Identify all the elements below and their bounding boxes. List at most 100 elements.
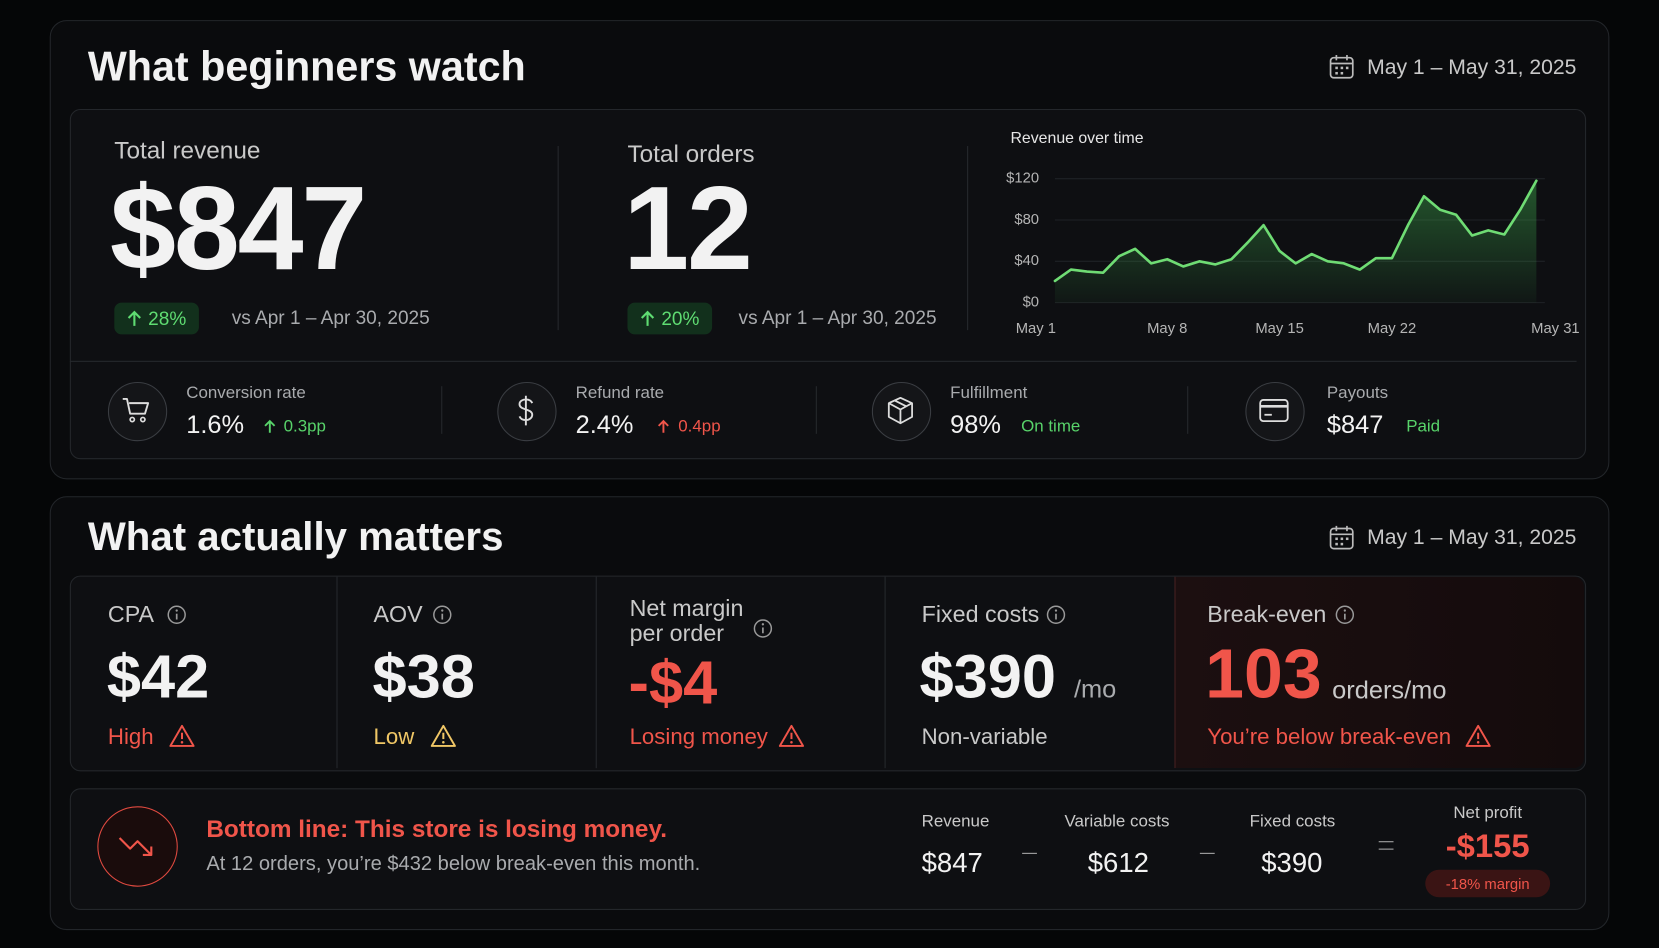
warning-icon	[1465, 724, 1491, 747]
info-icon	[433, 605, 452, 624]
divider	[441, 386, 443, 434]
card-status: Non-variable	[921, 724, 1048, 750]
card-value: 103	[1205, 633, 1322, 713]
result-label: Net profit	[1453, 804, 1523, 823]
up-arrow	[657, 419, 669, 433]
result-value: -$155	[1445, 827, 1530, 865]
metric-label: Conversion rate	[186, 384, 306, 403]
card-label: AOV	[373, 601, 423, 628]
item-label: Fixed costs	[1249, 812, 1336, 831]
box-icon	[887, 396, 913, 425]
metric-change: 0.4pp	[678, 417, 721, 436]
compare-text: vs Apr 1 – Apr 30, 2025	[738, 306, 937, 329]
minus-sign	[1022, 852, 1037, 854]
kpi-value: $847	[110, 161, 367, 295]
kpi-value: 12	[623, 161, 753, 295]
card-status: You’re below break-even	[1207, 724, 1452, 750]
result-note: -18% margin	[1425, 869, 1551, 898]
item-label: Revenue	[921, 812, 990, 831]
change-value: 28%	[148, 307, 187, 330]
card-status: Low	[373, 724, 415, 750]
up-arrow	[640, 310, 655, 326]
bottom-line-panel	[69, 788, 1587, 910]
bottom-line-detail: At 12 orders, you’re $432 below break-ev…	[206, 852, 701, 876]
metric-label: Fulfillment	[950, 384, 1028, 403]
up-arrow	[264, 419, 276, 433]
info-icon	[1046, 605, 1066, 624]
y-tick-label: $80	[1014, 212, 1039, 228]
revenue-chart: Revenue over time $0 $40 $80 $120 May 1 May 8…	[1006, 130, 1580, 337]
metric-status: Paid	[1406, 417, 1441, 436]
change-pill: 28%	[114, 302, 199, 335]
icon-circle	[497, 381, 557, 442]
item-value: $612	[1087, 846, 1149, 879]
divider	[69, 360, 1577, 362]
metric-status: On time	[1021, 417, 1081, 436]
card-value: $42	[106, 642, 210, 712]
change-pill: 20%	[627, 302, 713, 335]
card-unit: orders/mo	[1332, 676, 1447, 705]
card-value: -$4	[628, 648, 718, 718]
divider	[884, 576, 886, 769]
divider	[1187, 386, 1189, 434]
section-title: What beginners watch	[87, 44, 526, 90]
equals-sign	[1378, 841, 1394, 843]
card-status: Losing money	[629, 724, 768, 750]
warning-icon	[778, 724, 805, 747]
cart-icon	[122, 397, 150, 423]
change-value: 20%	[661, 307, 700, 330]
divider	[336, 576, 338, 769]
chart-title: Revenue over time	[1010, 130, 1143, 147]
trend-circle	[97, 806, 178, 887]
icon-circle	[871, 381, 932, 442]
card-label: Break-even	[1207, 601, 1327, 628]
minus-sign	[1199, 852, 1215, 854]
kpi-label: Total revenue	[114, 136, 261, 165]
bottom-line-headline: Bottom line: This store is losing money.	[206, 814, 667, 843]
compare-text: vs Apr 1 – Apr 30, 2025	[231, 306, 430, 329]
dollar-icon	[518, 395, 534, 426]
trend-down-icon	[118, 837, 153, 857]
icon-circle	[107, 381, 168, 442]
y-tick-label: $120	[1006, 171, 1039, 187]
card-value: $390	[919, 642, 1057, 712]
divider	[595, 576, 597, 769]
calendar-icon	[1329, 55, 1354, 79]
x-tick-label: May 15	[1255, 321, 1304, 337]
item-value: $390	[1261, 846, 1323, 879]
calendar-icon	[1329, 525, 1354, 550]
divider	[967, 146, 969, 331]
x-tick-label: May 31	[1531, 321, 1580, 337]
metric-value: 2.4%	[575, 410, 634, 440]
kpi-label: Total orders	[627, 139, 755, 168]
metric-label: Refund rate	[575, 384, 665, 403]
warning-icon	[169, 724, 195, 747]
info-icon	[167, 605, 186, 624]
area	[1054, 180, 1537, 303]
card-label: CPA	[107, 601, 155, 628]
divider	[557, 146, 559, 331]
card-unit: /mo	[1073, 675, 1117, 704]
info-icon	[753, 619, 773, 638]
date-range: May 1 – May 31, 2025	[1367, 525, 1577, 550]
divider	[815, 386, 817, 434]
up-arrow	[127, 310, 141, 326]
section-title: What actually matters	[87, 515, 504, 560]
card-status: High	[107, 724, 154, 750]
x-tick-label: May 8	[1147, 321, 1187, 337]
card-icon	[1259, 399, 1289, 423]
metric-value: 98%	[950, 410, 1002, 440]
metric-value: 1.6%	[186, 410, 245, 440]
card-label: Net margin per order	[629, 594, 744, 647]
card-value: $38	[372, 642, 475, 712]
icon-circle	[1245, 381, 1305, 442]
date-range: May 1 – May 31, 2025	[1367, 56, 1577, 80]
equals-sign	[1378, 848, 1394, 850]
metric-change: 0.3pp	[283, 417, 326, 436]
break-even-highlight	[1174, 576, 1584, 769]
warning-icon	[430, 724, 456, 747]
info-icon	[1335, 605, 1355, 624]
item-label: Variable costs	[1064, 812, 1170, 831]
